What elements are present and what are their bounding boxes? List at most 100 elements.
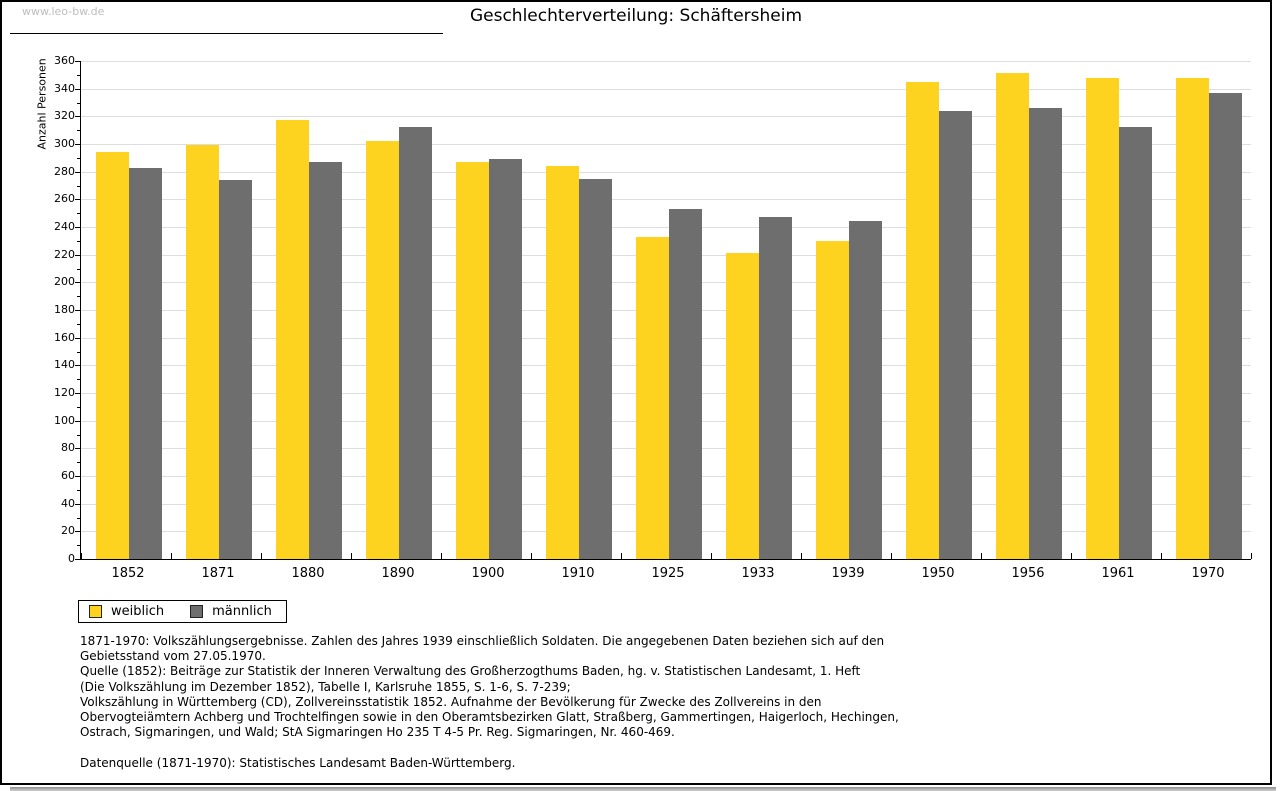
bar-männlich-1852 bbox=[129, 167, 162, 559]
bar-männlich-1950 bbox=[939, 110, 972, 559]
x-label-1900: 1900 bbox=[471, 566, 505, 581]
x-tick-6 bbox=[621, 553, 622, 559]
bar-weiblich-1925 bbox=[636, 236, 669, 559]
y-label-160: 160 bbox=[54, 330, 75, 344]
y-tick-40 bbox=[75, 503, 80, 505]
bar-männlich-1890 bbox=[399, 127, 432, 559]
y-label-180: 180 bbox=[54, 303, 75, 316]
bar-männlich-1910 bbox=[579, 178, 612, 559]
y-tick-minor-170 bbox=[77, 323, 80, 325]
y-label-240: 240 bbox=[54, 220, 75, 233]
x-label-1925: 1925 bbox=[651, 566, 685, 581]
y-tick-60 bbox=[75, 476, 80, 477]
y-label-260: 260 bbox=[54, 192, 75, 206]
x-tick-12 bbox=[1161, 553, 1162, 559]
y-tick-320 bbox=[75, 116, 80, 118]
y-tick-minor-330 bbox=[77, 102, 80, 104]
y-tick-300 bbox=[75, 144, 80, 145]
y-label-280: 280 bbox=[54, 164, 75, 178]
y-tick-minor-350 bbox=[77, 74, 80, 76]
y-tick-180 bbox=[75, 310, 80, 311]
y-tick-minor-10 bbox=[77, 545, 80, 547]
x-tick-11 bbox=[1071, 553, 1072, 559]
y-label-60: 60 bbox=[61, 469, 75, 482]
y-label-40: 40 bbox=[61, 496, 75, 510]
frame-shadow bbox=[10, 787, 1276, 791]
bar-männlich-1961 bbox=[1119, 127, 1152, 559]
y-tick-20 bbox=[75, 531, 80, 533]
page-title: Geschlechterverteilung: Schäftersheim bbox=[469, 6, 803, 26]
bar-weiblich-1961 bbox=[1086, 77, 1119, 559]
y-label-300: 300 bbox=[54, 137, 75, 150]
gridline-240 bbox=[81, 227, 1251, 228]
bar-männlich-1925 bbox=[669, 209, 702, 559]
legend-box: weiblich männlich bbox=[78, 600, 287, 623]
y-label-140: 140 bbox=[54, 358, 75, 372]
y-tick-minor-30 bbox=[77, 517, 80, 519]
legend-swatch-maennlich bbox=[190, 605, 204, 618]
y-tick-minor-290 bbox=[77, 157, 80, 159]
x-tick-10 bbox=[981, 553, 982, 559]
x-tick-13 bbox=[1251, 553, 1252, 559]
bar-männlich-1970 bbox=[1209, 92, 1242, 559]
y-label-20: 20 bbox=[61, 524, 75, 538]
y-label-360: 360 bbox=[54, 54, 75, 67]
x-tick-5 bbox=[531, 553, 532, 559]
y-label-220: 220 bbox=[54, 247, 75, 261]
x-tick-4 bbox=[441, 553, 442, 559]
x-tick-0 bbox=[81, 553, 82, 559]
gridline-260 bbox=[81, 199, 1251, 201]
y-tick-280 bbox=[75, 171, 80, 173]
bar-weiblich-1939 bbox=[816, 240, 849, 559]
y-tick-minor-250 bbox=[77, 213, 80, 215]
x-label-1970: 1970 bbox=[1191, 566, 1225, 581]
x-tick-3 bbox=[351, 553, 352, 559]
footer-line: Obervogteiämtern Achberg und Trochtelfin… bbox=[80, 710, 899, 725]
footer-line: Ostrach, Sigmaringen, und Wald; StA Sigm… bbox=[80, 725, 675, 740]
bar-männlich-1939 bbox=[849, 221, 882, 559]
bar-weiblich-1852 bbox=[96, 152, 129, 559]
header-rule bbox=[10, 33, 443, 34]
bar-weiblich-1950 bbox=[906, 81, 939, 559]
bar-männlich-1900 bbox=[489, 159, 522, 559]
legend-item-weiblich: weiblich bbox=[89, 604, 164, 619]
bar-weiblich-1880 bbox=[276, 120, 309, 559]
footer-line: Gebietsstand vom 27.05.1970. bbox=[80, 649, 266, 664]
x-tick-2 bbox=[261, 553, 262, 559]
bar-weiblich-1956 bbox=[996, 73, 1029, 559]
legend-item-maennlich: männlich bbox=[190, 604, 272, 619]
y-tick-0 bbox=[75, 559, 80, 560]
y-label-320: 320 bbox=[54, 109, 75, 123]
y-axis-title: Anzahl Personen bbox=[35, 58, 49, 150]
bar-männlich-1871 bbox=[219, 179, 252, 559]
y-tick-minor-110 bbox=[77, 406, 80, 408]
x-tick-9 bbox=[891, 553, 892, 559]
footer-line: Quelle (1852): Beiträge zur Statistik de… bbox=[80, 664, 861, 679]
y-tick-minor-210 bbox=[77, 268, 80, 270]
footer-line: (Die Volkszählung im Dezember 1852), Tab… bbox=[80, 679, 571, 694]
y-tick-100 bbox=[75, 420, 80, 422]
bar-weiblich-1970 bbox=[1176, 77, 1209, 559]
y-tick-240 bbox=[75, 227, 80, 228]
legend-label-maennlich: männlich bbox=[212, 604, 272, 619]
y-tick-360 bbox=[75, 61, 80, 62]
bar-weiblich-1900 bbox=[456, 161, 489, 559]
footer-line: Volkszählung in Württemberg (CD), Zollve… bbox=[80, 694, 822, 709]
y-tick-minor-70 bbox=[77, 462, 80, 464]
y-tick-minor-230 bbox=[77, 240, 80, 242]
y-tick-minor-270 bbox=[77, 185, 80, 187]
legend-label-weiblich: weiblich bbox=[111, 604, 165, 619]
bar-weiblich-1910 bbox=[546, 166, 579, 559]
y-label-200: 200 bbox=[54, 275, 75, 289]
x-label-1956: 1956 bbox=[1011, 566, 1045, 581]
x-tick-7 bbox=[711, 553, 712, 559]
y-tick-minor-130 bbox=[77, 379, 80, 381]
x-label-1910: 1910 bbox=[561, 566, 595, 581]
bar-weiblich-1871 bbox=[186, 145, 219, 559]
footer-line: Datenquelle (1871-1970): Statistisches L… bbox=[80, 755, 516, 770]
footer-notes: 1871-1970: Volkszählungsergebnisse. Zahl… bbox=[80, 634, 1230, 771]
bar-weiblich-1890 bbox=[366, 141, 399, 559]
x-label-1890: 1890 bbox=[381, 566, 415, 581]
bar-männlich-1933 bbox=[759, 217, 792, 559]
y-label-340: 340 bbox=[54, 81, 75, 95]
